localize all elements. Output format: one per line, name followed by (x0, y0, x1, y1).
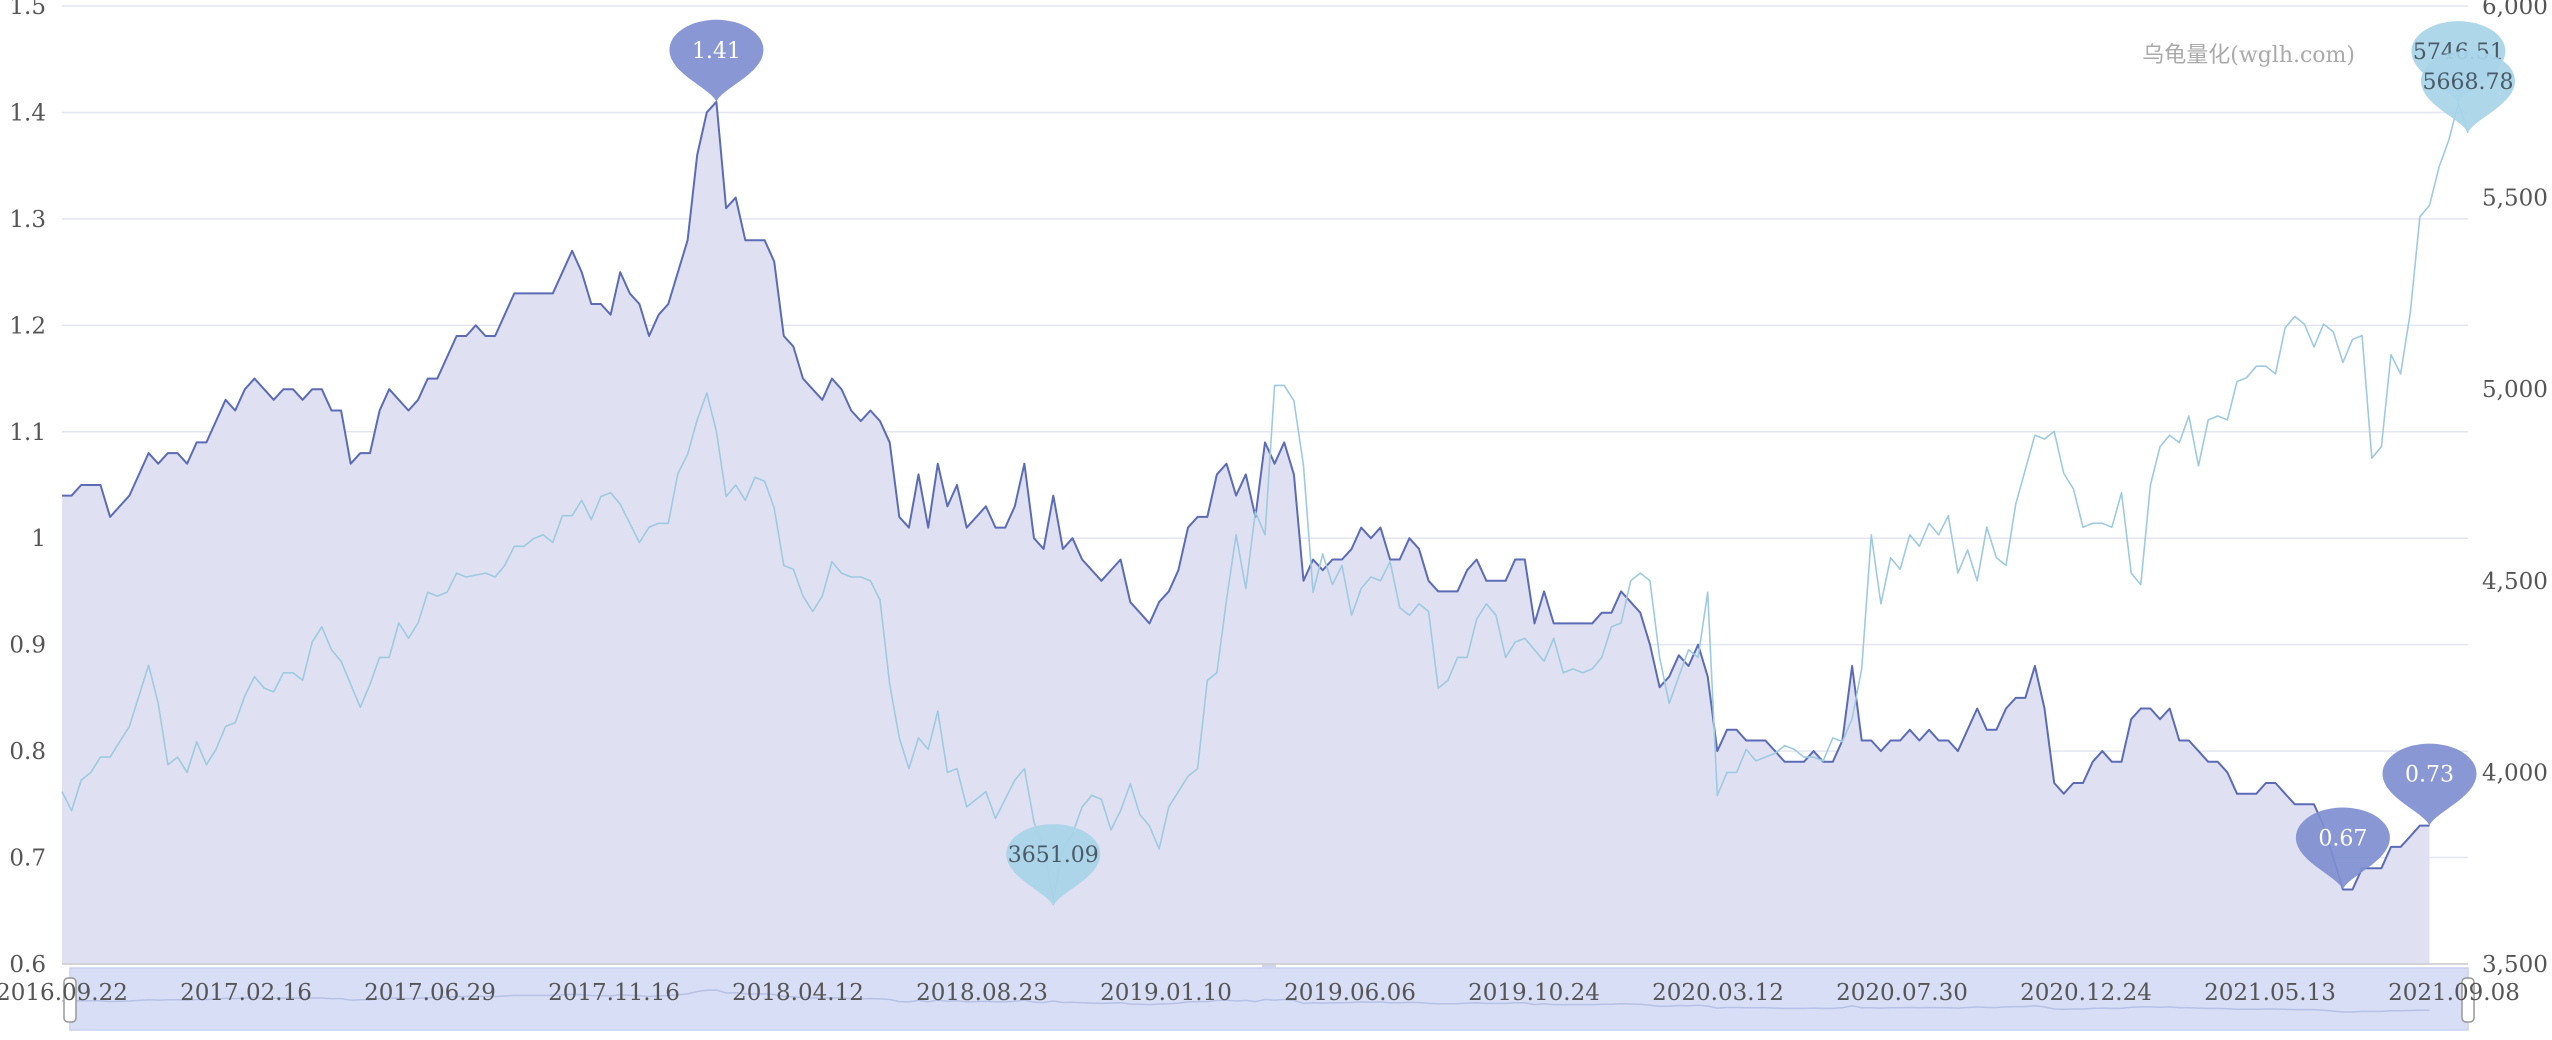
x-tick-label: 2017.06.29 (364, 980, 496, 1006)
right-tick-label: 5,500 (2482, 186, 2548, 212)
marker-pin-shape (2295, 807, 2390, 890)
slider-handle-left (63, 977, 77, 1023)
x-tick-label: 2020.07.30 (1836, 980, 1968, 1006)
right-tick-label: 4,500 (2482, 569, 2548, 595)
marker-pin-shape (1006, 824, 1101, 907)
marker-label: 0.73 (2405, 763, 2454, 788)
x-tick-label: 2019.01.10 (1100, 980, 1232, 1006)
area-layer (62, 101, 2430, 965)
x-tick-label: 2019.06.06 (1284, 980, 1416, 1006)
left-axis: 0.6 0.7 0.8 0.9 1 1.1 1.2 1.3 1.4 1.5 (9, 0, 46, 978)
left-tick-label: 1.4 (9, 100, 46, 126)
left-tick-label: 0.7 (9, 846, 46, 872)
x-tick-label: 2017.11.16 (548, 980, 680, 1006)
series-line-1 (61, 102, 2469, 900)
marker-label: 0.67 (2318, 826, 2367, 851)
marker-pin-shape (669, 19, 764, 102)
x-tick-label: 2018.04.12 (732, 980, 864, 1006)
marker-label: 5668.78 (2423, 70, 2514, 95)
right-axis: 3,500 4,000 4,500 5,000 5,500 6,000 (2482, 0, 2548, 978)
left-tick-label: 1 (31, 526, 46, 552)
x-tick-label: 2016.09.22 (0, 980, 128, 1006)
marker-pin: 0.67 (2295, 807, 2390, 890)
x-axis: 2016.09.22 2017.02.16 2017.06.29 2017.11.16… (0, 963, 2520, 1006)
x-tick-label: 2018.08.23 (916, 980, 1048, 1006)
line-layer (61, 100, 2469, 900)
slider-handle-right (2461, 977, 2475, 1023)
right-tick-label: 6,000 (2482, 0, 2548, 20)
marker-label: 1.41 (692, 39, 741, 64)
x-tick-label: 2020.12.24 (2020, 980, 2152, 1006)
left-tick-label: 1.5 (9, 0, 46, 20)
left-tick-label: 1.3 (9, 207, 46, 233)
zoom-slider[interactable] (62, 964, 2475, 1031)
marker-pin-shape (2421, 50, 2515, 133)
watermark-text: 乌龟量化(wglh.com) (2142, 43, 2355, 68)
left-tick-label: 0.6 (9, 952, 46, 978)
left-tick-label: 1.1 (9, 420, 46, 446)
x-tick-label: 2021.09.08 (2388, 980, 2520, 1006)
x-tick-label: 2020.03.12 (1652, 980, 1784, 1006)
x-tick-label: 2019.10.24 (1468, 980, 1600, 1006)
series-area-0 (62, 101, 2430, 965)
x-tick-label: 2021.05.13 (2204, 980, 2336, 1006)
left-tick-label: 0.8 (9, 739, 46, 765)
marker-pin: 3651.09 (1006, 824, 1101, 907)
marker-pin-shape (2382, 743, 2477, 826)
left-tick-label: 0.9 (9, 633, 46, 659)
right-tick-label: 3,500 (2482, 952, 2548, 978)
x-tick-label: 2017.02.16 (180, 980, 312, 1006)
marker-pin: 0.73 (2382, 743, 2477, 826)
marker-label: 3651.09 (1008, 843, 1099, 868)
marker-pin: 5668.78 (2421, 50, 2515, 133)
marker-pin: 1.41 (669, 19, 764, 102)
right-tick-label: 4,000 (2482, 760, 2548, 786)
left-tick-label: 1.2 (9, 313, 46, 339)
slider-preview-line (62, 989, 2430, 1013)
slider-grip (1262, 964, 1276, 969)
right-tick-label: 5,000 (2482, 377, 2548, 403)
